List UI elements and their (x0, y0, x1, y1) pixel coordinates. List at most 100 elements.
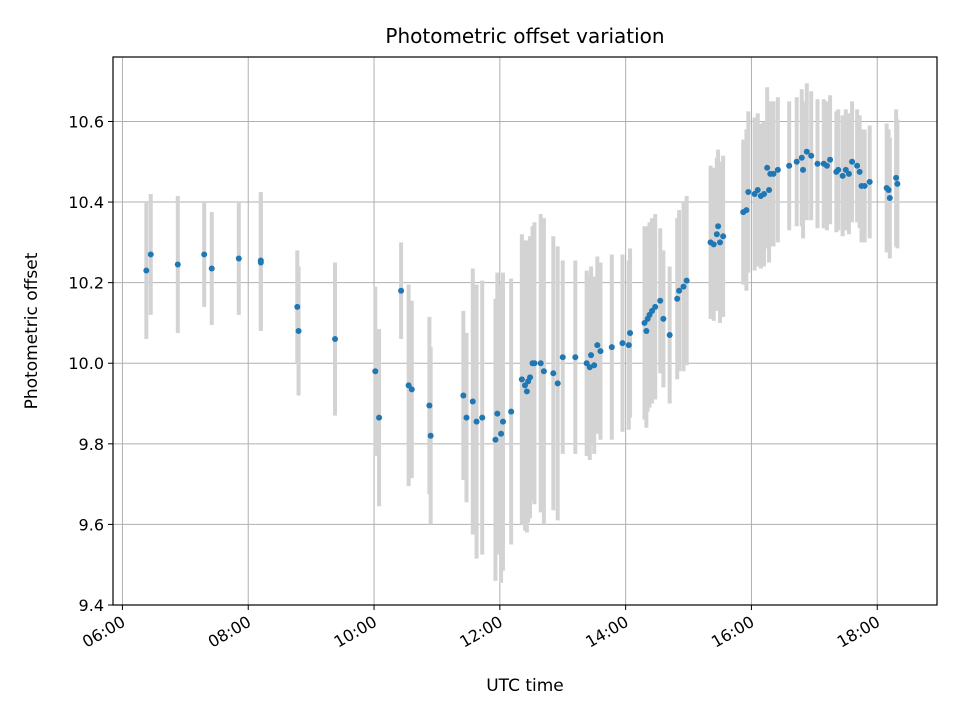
data-point (800, 166, 807, 173)
data-point (842, 166, 849, 173)
data-point (823, 162, 830, 169)
data-point (886, 195, 893, 202)
data-point (147, 251, 154, 258)
data-point (201, 251, 208, 258)
data-point (861, 182, 868, 189)
data-point (408, 386, 415, 393)
data-point (479, 414, 486, 421)
data-point (143, 267, 150, 274)
data-point (845, 170, 852, 177)
data-point (743, 207, 750, 214)
y-tick-label: 9.6 (79, 515, 104, 534)
data-point (597, 348, 604, 355)
data-point (625, 342, 632, 349)
data-point (473, 418, 480, 425)
data-point (715, 223, 722, 230)
data-point (885, 186, 892, 193)
data-point (683, 277, 690, 284)
data-point (657, 297, 664, 304)
data-point (649, 307, 656, 314)
data-point (398, 287, 405, 294)
data-point (849, 158, 856, 165)
data-point (680, 283, 687, 290)
data-point (666, 332, 673, 339)
data-point (866, 178, 873, 185)
data-point (426, 402, 433, 409)
data-point (770, 170, 777, 177)
y-axis: 9.4 9.6 9.8 10.0 10.2 10.4 10.6 (68, 112, 113, 615)
data-point (856, 168, 863, 175)
data-point (814, 160, 821, 167)
data-point (854, 162, 861, 169)
data-point (594, 342, 601, 349)
y-tick-label: 9.4 (79, 596, 104, 615)
plot-frame (112, 56, 938, 606)
data-point (774, 166, 781, 173)
data-point (894, 180, 901, 187)
data-point (208, 265, 215, 272)
data-point (754, 186, 761, 193)
data-point (674, 295, 681, 302)
data-point (751, 191, 758, 197)
data-point (835, 166, 842, 173)
data-point (508, 408, 515, 415)
data-point (523, 388, 530, 395)
data-point (550, 370, 557, 377)
data-point (619, 340, 626, 347)
data-point (559, 354, 566, 361)
data-point (537, 360, 544, 367)
data-point (713, 231, 720, 238)
data-point (174, 261, 181, 268)
data-point (676, 287, 683, 294)
data-point (793, 158, 800, 165)
data-point (235, 255, 242, 262)
data-point (572, 354, 579, 361)
data-point (405, 382, 412, 389)
y-tick-label: 10.2 (68, 274, 104, 293)
data-point (427, 432, 434, 439)
data-point (591, 362, 598, 369)
data-point (803, 148, 810, 155)
data-point (527, 374, 534, 381)
data-point (494, 410, 501, 417)
data-point (761, 191, 768, 197)
data-point (643, 328, 650, 334)
data-point (710, 241, 717, 248)
data-point (786, 162, 793, 169)
data-point (469, 398, 476, 405)
data-point (540, 368, 547, 375)
data-point (499, 418, 506, 425)
data-point (583, 360, 590, 367)
data-points (143, 148, 901, 443)
data-point (332, 336, 339, 343)
data-point (554, 380, 561, 387)
y-tick-label: 10.0 (68, 354, 104, 373)
data-point (498, 430, 505, 437)
data-point (720, 233, 727, 240)
data-point (294, 303, 301, 310)
data-point (716, 239, 723, 246)
data-point (531, 360, 538, 367)
chart-title: Photometric offset variation (385, 24, 664, 48)
data-point (372, 368, 379, 375)
data-point (660, 315, 667, 322)
y-tick-label: 10.6 (68, 112, 104, 131)
data-point (522, 382, 528, 389)
data-point (808, 152, 815, 159)
data-point (839, 172, 846, 179)
y-tick-label: 9.8 (79, 435, 104, 454)
data-point (608, 344, 615, 351)
data-point (745, 188, 752, 195)
data-point (518, 376, 525, 383)
data-point (376, 414, 383, 421)
data-point (641, 319, 648, 326)
data-point (652, 303, 659, 310)
data-point (492, 436, 499, 443)
data-point (460, 392, 467, 399)
y-axis-label: Photometric offset (22, 252, 42, 409)
data-point (893, 174, 900, 181)
y-tick-label: 10.4 (68, 193, 104, 212)
data-point (463, 414, 470, 421)
data-point (257, 259, 264, 266)
